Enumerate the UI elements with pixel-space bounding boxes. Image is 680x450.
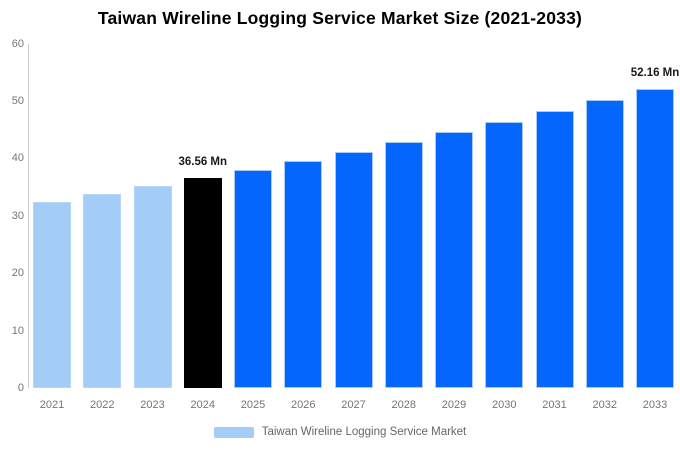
x-tick-label-2033: 2033: [642, 399, 668, 411]
bar-2021: [33, 201, 71, 388]
bar-2029: [435, 132, 473, 388]
y-tick-label: 20: [11, 267, 24, 280]
data-label-2033: 52.16 Mn: [630, 66, 680, 79]
bar-2033: [636, 88, 674, 388]
bar-2023: [133, 186, 172, 388]
bar-2024: [183, 178, 222, 388]
x-tick-label-2029: 2029: [441, 399, 467, 411]
bar-2030: [485, 121, 524, 388]
bar-2027: [334, 151, 373, 388]
bar-2031: [535, 111, 574, 388]
bar-2022: [83, 194, 122, 388]
x-tick-label-2024: 2024: [190, 399, 215, 411]
y-tick-label: 40: [11, 152, 24, 165]
x-tick-label-2021: 2021: [39, 399, 65, 411]
y-tick-label: 30: [11, 209, 24, 222]
bar-2028: [384, 142, 423, 388]
x-tick-label-2025: 2025: [240, 399, 266, 411]
y-tick-label: 50: [11, 94, 24, 107]
y-tick-label: 10: [11, 324, 24, 337]
y-tick-label: 60: [11, 37, 24, 50]
bar-2032: [585, 100, 624, 388]
x-tick-label-2031: 2031: [542, 399, 567, 411]
x-tick-label-2028: 2028: [391, 399, 416, 411]
x-tick-label-2022: 2022: [90, 399, 115, 411]
chart-title: Taiwan Wireline Logging Service Market S…: [97, 8, 583, 28]
x-tick-label-2030: 2030: [492, 399, 517, 411]
x-tick-label-2027: 2027: [341, 399, 366, 411]
y-axis-line: [28, 43, 29, 388]
legend[interactable]: Taiwan Wireline Logging Service Market: [0, 426, 680, 438]
legend-swatch: [213, 426, 254, 438]
bar-2026: [284, 160, 323, 388]
x-tick-label-2032: 2032: [592, 399, 617, 411]
legend-label: Taiwan Wireline Logging Service Market: [261, 426, 467, 438]
x-tick-label-2023: 2023: [140, 399, 165, 411]
bar-2025: [234, 169, 272, 388]
y-tick-label: 0: [17, 382, 24, 394]
x-tick-label-2026: 2026: [291, 399, 316, 411]
data-label-2024: 36.56 Mn: [178, 156, 228, 169]
